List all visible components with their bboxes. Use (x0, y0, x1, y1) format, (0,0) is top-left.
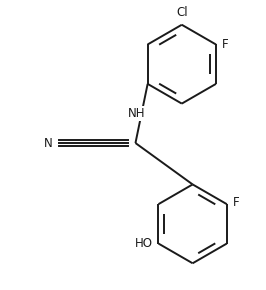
Text: Cl: Cl (176, 6, 188, 19)
Text: F: F (222, 38, 228, 51)
Text: N: N (44, 137, 53, 150)
Text: HO: HO (135, 237, 153, 250)
Text: F: F (233, 196, 239, 209)
Text: NH: NH (128, 107, 146, 120)
